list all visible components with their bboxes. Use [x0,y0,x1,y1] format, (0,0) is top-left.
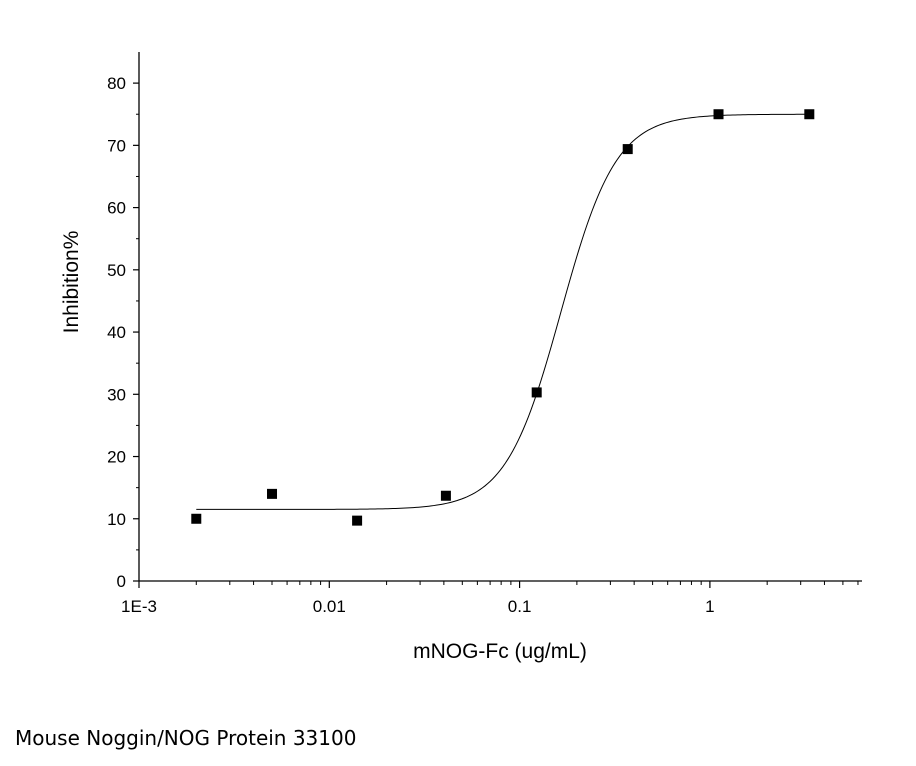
y-tick-label: 40 [107,323,126,342]
y-tick-label: 30 [107,385,126,404]
x-tick-label: 0.1 [508,597,532,616]
data-point [352,515,363,526]
y-tick-label: 80 [107,74,126,93]
data-point [440,490,451,501]
fit-curve [196,113,810,510]
y-tick-label: 50 [107,261,126,280]
data-point [713,109,724,120]
data-point [622,144,633,155]
y-tick-label: 70 [107,136,126,155]
x-tick-label: 0.01 [313,597,346,616]
y-axis-title: Inhibition% [60,231,83,334]
y-tick-labels: 0 10 20 30 40 50 60 70 80 [107,74,126,591]
data-point [804,109,815,120]
x-tick-labels: 1E-3 0.01 0.1 1 [121,597,715,616]
data-point [191,513,202,524]
data-point [267,488,278,499]
caption: Mouse Noggin/NOG Protein 33100 [15,726,357,750]
y-tick-label: 10 [107,510,126,529]
data-points [191,109,815,526]
data-point [531,387,542,398]
x-axis-title: mNOG-Fc (ug/mL) [413,640,587,663]
y-tick-label: 0 [117,572,126,591]
chart-axes [133,52,862,588]
y-tick-label: 20 [107,448,126,467]
x-tick-label: 1 [705,597,714,616]
chart: 1E-3 0.01 0.1 1 0 10 20 30 40 50 60 70 80 mNOG-Fc (… [60,52,862,663]
x-tick-label: 1E-3 [121,597,157,616]
y-tick-label: 60 [107,199,126,218]
